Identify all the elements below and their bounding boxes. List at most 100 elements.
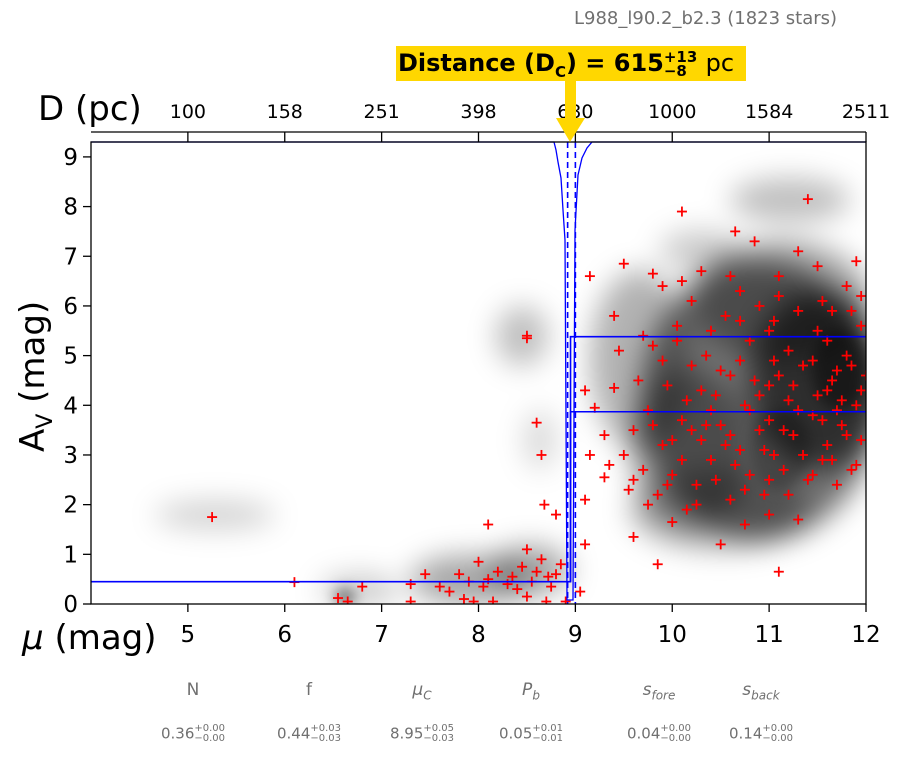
star-marker — [783, 395, 794, 406]
distance-label: Distance (DC) = 615+13 −8 pc — [398, 48, 735, 81]
y-tick-label: 7 — [63, 244, 78, 270]
star-marker — [473, 556, 484, 567]
top-tick-label: 251 — [363, 101, 399, 123]
star-marker — [521, 544, 532, 555]
y-tick-label: 6 — [63, 294, 78, 320]
star-marker — [856, 435, 866, 446]
star-marker — [681, 504, 692, 515]
star-marker — [536, 449, 547, 460]
star-marker — [521, 333, 532, 344]
star-marker — [551, 509, 561, 520]
star-marker — [657, 355, 668, 366]
star-marker — [599, 430, 610, 441]
star-marker — [618, 449, 629, 460]
star-marker — [434, 581, 445, 592]
top-axis-label: D (pc) — [38, 89, 142, 129]
star-marker — [647, 420, 658, 431]
x-tick-label: 7 — [374, 622, 389, 648]
param-value: 0.05+0.01 −0.01 — [498, 723, 564, 744]
star-marker — [836, 395, 847, 406]
star-marker — [846, 464, 857, 475]
param-name: μC — [412, 680, 432, 703]
top-tick-label: 1584 — [745, 101, 793, 123]
star-marker — [768, 355, 779, 366]
star-marker — [715, 365, 726, 376]
star-marker — [531, 417, 542, 428]
star-marker — [541, 596, 552, 604]
star-marker — [802, 194, 813, 205]
x-tick-label: 11 — [754, 622, 783, 648]
star-marker — [725, 494, 736, 505]
param-name: sfore — [642, 680, 676, 703]
x-tick-label: 9 — [568, 622, 583, 648]
star-marker — [822, 385, 833, 396]
star-marker — [575, 586, 586, 597]
star-marker — [676, 206, 687, 217]
star-marker — [744, 469, 755, 480]
star-marker — [827, 375, 838, 386]
star-marker — [735, 315, 746, 326]
star-marker — [488, 596, 499, 604]
star-marker — [812, 325, 823, 336]
param-name: sback — [742, 680, 780, 703]
star-marker — [647, 340, 658, 351]
star-marker — [652, 489, 663, 500]
star-marker — [710, 390, 721, 401]
star-marker — [710, 474, 721, 485]
star-marker — [846, 305, 857, 316]
star-marker — [764, 509, 775, 520]
param-value: 0.14+0.00 −0.00 — [728, 723, 794, 744]
star-marker — [444, 586, 455, 597]
star-marker — [856, 320, 866, 331]
star-marker — [817, 295, 828, 306]
star-marker — [657, 281, 668, 292]
star-marker — [715, 420, 726, 431]
star-marker — [773, 291, 784, 301]
star-marker — [749, 236, 760, 247]
star-marker — [657, 440, 668, 451]
star-marker — [691, 499, 702, 510]
star-marker — [754, 425, 765, 436]
star-marker — [793, 514, 804, 525]
star-marker — [676, 276, 687, 287]
star-marker — [798, 360, 809, 371]
star-marker — [764, 415, 775, 426]
star-marker — [836, 420, 847, 431]
star-marker — [638, 464, 649, 475]
bottom-axis: 5 6 7 8 9 10 11 12 — [181, 604, 881, 648]
y-tick-label: 4 — [63, 393, 78, 419]
y-tick-label: 1 — [63, 542, 78, 568]
star-marker — [701, 420, 712, 431]
star-marker — [633, 375, 644, 386]
star-marker — [841, 281, 852, 292]
distance-arrow — [556, 80, 585, 142]
star-marker — [706, 325, 716, 336]
star-marker — [604, 459, 615, 470]
star-marker — [764, 474, 775, 485]
posterior-histogram — [91, 141, 866, 601]
star-marker — [739, 484, 750, 495]
y-tick-label: 3 — [63, 443, 78, 469]
star-marker — [420, 569, 431, 580]
param-value: 0.44+0.03 −0.03 — [276, 723, 342, 744]
star-marker — [543, 571, 554, 582]
param-value: 8.95+0.05 −0.03 — [389, 723, 455, 744]
star-marker — [735, 355, 746, 366]
star-marker — [817, 454, 828, 465]
star-marker — [764, 380, 775, 391]
star-marker — [676, 454, 687, 465]
star-marker — [812, 390, 823, 401]
y-tick-label: 2 — [63, 493, 78, 519]
star-marker — [720, 310, 731, 321]
star-marker — [846, 360, 857, 371]
star-marker — [706, 405, 716, 416]
star-marker — [739, 519, 750, 530]
star-marker — [207, 512, 218, 523]
param-name: Pb — [522, 680, 540, 703]
star-marker — [609, 310, 620, 321]
star-marker — [492, 566, 503, 577]
x-tick-label: 6 — [277, 622, 292, 648]
star-marker — [856, 291, 866, 301]
star-marker — [357, 581, 368, 592]
star-marker — [613, 345, 624, 356]
